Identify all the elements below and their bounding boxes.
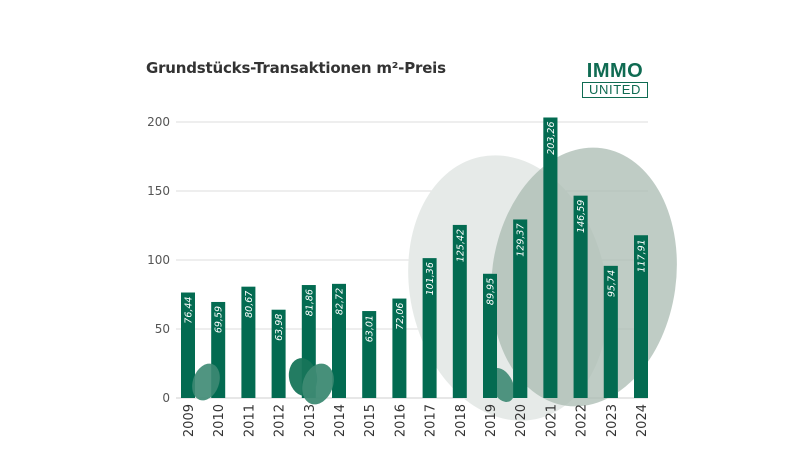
x-tick-label: 2015	[363, 404, 378, 437]
bar-value-label: 117,91	[637, 239, 648, 272]
blob-dark-2013b	[302, 363, 334, 405]
bar-value-label: 82,72	[335, 288, 346, 315]
x-tick-label: 2021	[544, 404, 559, 437]
x-tick-label: 2019	[484, 404, 499, 437]
chart-title: Grundstücks-Transaktionen m²-Preis	[146, 59, 446, 77]
y-tick-label: 50	[155, 322, 170, 336]
x-tick-label: 2023	[605, 404, 620, 437]
bar-value-label: 89,95	[486, 278, 497, 305]
x-tick-label: 2013	[303, 404, 318, 437]
y-tick-label: 150	[147, 184, 170, 198]
bar-value-label: 203,26	[546, 122, 557, 155]
bar-value-label: 125,42	[455, 229, 466, 262]
logo-text-immo: IMMO	[586, 60, 644, 82]
logo-text-united: UNITED	[582, 82, 648, 98]
x-tick-label: 2016	[393, 404, 408, 437]
immo-united-logo: IMMO UNITED	[582, 61, 648, 98]
y-tick-label: 100	[147, 253, 170, 267]
bar-value-label: 72,06	[395, 303, 406, 330]
bar-2017	[422, 258, 437, 398]
bar-value-label: 129,37	[516, 223, 527, 256]
x-axis-labels: 2009 2010 2011 2012 2013 2014 2015 2016 2017 2018…	[182, 404, 650, 437]
bar-overlay-2022	[573, 195, 588, 398]
bar-value-label: 69,59	[214, 306, 225, 333]
bar-value-label: 81,86	[304, 289, 315, 316]
x-tick-label: 2014	[333, 404, 348, 437]
bar-2018	[452, 224, 467, 398]
bar-2014	[332, 283, 346, 398]
x-tick-label: 2022	[575, 404, 590, 437]
bar-value-label: 146,59	[576, 200, 587, 233]
bar-overlay-2024	[634, 235, 648, 398]
bar-overlay-2023	[603, 265, 618, 398]
bar-overlay: 76,44 69,59 80,67 63,98 81,86 82,72 63,01 72,06…	[184, 117, 648, 399]
bar-2009	[181, 292, 195, 398]
bar-value-label: 63,98	[274, 314, 285, 341]
bar-2011	[241, 286, 256, 398]
x-tick-label: 2020	[514, 404, 529, 437]
y-tick-label: 0	[162, 391, 170, 405]
x-tick-label: 2012	[273, 404, 288, 437]
x-tick-label: 2011	[242, 404, 257, 437]
bar-overlay-2019	[483, 273, 497, 398]
bar-overlay-2021	[543, 117, 558, 399]
bar-value-label: 80,67	[244, 291, 255, 318]
bar-value-label: 63,01	[365, 315, 376, 342]
x-tick-label: 2018	[454, 404, 469, 437]
bar-value-label: 95,74	[606, 270, 617, 297]
bar-2012	[271, 309, 286, 398]
y-tick-label: 200	[147, 115, 170, 129]
x-tick-label: 2017	[424, 404, 439, 437]
bar-value-label: 76,44	[184, 297, 195, 324]
bar-2016	[392, 298, 407, 398]
bar-overlay-2020	[513, 219, 528, 398]
x-tick-label: 2009	[182, 404, 197, 437]
bar-2015	[362, 311, 377, 398]
x-tick-label: 2010	[212, 404, 227, 437]
y-axis-ticks: 0 50 100 150 200	[147, 115, 170, 405]
bar-value-label: 101,36	[425, 262, 436, 295]
blob-dark-2010	[192, 363, 220, 401]
x-tick-label: 2024	[635, 404, 650, 437]
